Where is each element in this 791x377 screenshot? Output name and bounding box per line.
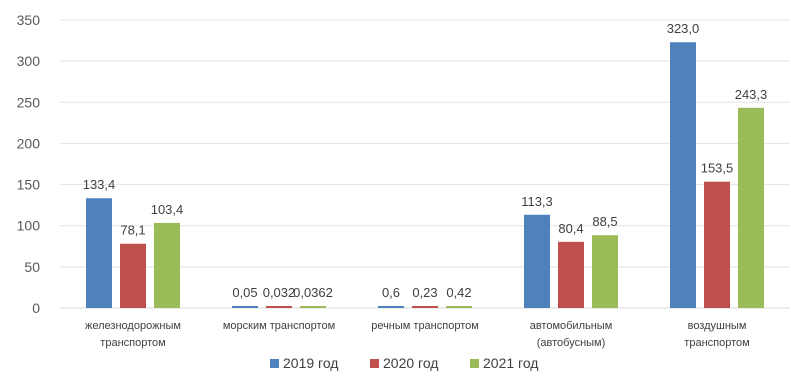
bar xyxy=(86,198,112,308)
data-label: 80,4 xyxy=(558,221,583,236)
bar xyxy=(592,235,618,308)
y-tick-label: 200 xyxy=(17,135,41,151)
bar xyxy=(558,241,584,308)
legend-label: 2019 год xyxy=(283,355,338,371)
legend-swatch xyxy=(370,359,379,368)
data-label: 323,0 xyxy=(667,21,700,36)
legend-swatch xyxy=(470,359,479,368)
y-tick-label: 250 xyxy=(17,94,41,110)
bar xyxy=(120,243,146,308)
data-label: 0,23 xyxy=(412,285,437,300)
bars xyxy=(86,42,764,309)
y-tick-label: 0 xyxy=(32,300,40,316)
x-category-label: железнодорожным xyxy=(85,320,181,332)
data-label: 0,0362 xyxy=(293,285,333,300)
legend: 2019 год 2020 год 2021 год xyxy=(270,355,538,371)
data-label: 0,05 xyxy=(232,285,257,300)
legend-label: 2021 год xyxy=(483,355,538,371)
y-tick-label: 100 xyxy=(17,218,41,234)
bar xyxy=(232,306,258,308)
bar xyxy=(704,181,730,308)
y-tick-label: 150 xyxy=(17,177,41,193)
x-axis-labels: железнодорожным транспортом морским трансп… xyxy=(85,320,750,349)
gridlines xyxy=(60,19,790,309)
data-label: 78,1 xyxy=(120,223,145,238)
bar xyxy=(412,306,438,308)
legend-label: 2020 год xyxy=(383,355,438,371)
bar xyxy=(524,214,550,308)
x-category-label: (автобусным) xyxy=(537,337,606,349)
bar xyxy=(266,306,292,308)
data-label: 153,5 xyxy=(701,161,734,176)
x-category-label: транспортом xyxy=(100,337,165,349)
bar xyxy=(300,306,326,308)
data-labels: 133,4 0,05 0,6 113,3 323,0 78,1 0,032 0,23 80,4 1… xyxy=(83,21,768,300)
data-label: 0,42 xyxy=(446,285,471,300)
data-label: 0,032 xyxy=(263,285,296,300)
x-category-label: речным транспортом xyxy=(371,320,479,332)
data-label: 0,6 xyxy=(382,285,400,300)
bar xyxy=(738,107,764,308)
data-label: 103,4 xyxy=(151,202,184,217)
data-label: 133,4 xyxy=(83,177,116,192)
y-axis-ticks: 0 50 100 150 200 250 300 350 xyxy=(17,12,41,316)
x-category-label: морским транспортом xyxy=(223,320,335,332)
data-label: 243,3 xyxy=(735,87,768,102)
data-label: 113,3 xyxy=(521,194,553,209)
data-label: 88,5 xyxy=(592,214,617,229)
bar xyxy=(446,306,472,308)
x-category-label: транспортом xyxy=(684,337,749,349)
x-category-label: автомобильным xyxy=(530,320,613,332)
y-tick-label: 50 xyxy=(24,259,40,275)
bar xyxy=(670,42,696,309)
y-tick-label: 350 xyxy=(17,12,41,28)
bar xyxy=(378,306,404,308)
bar xyxy=(154,222,180,308)
x-category-label: воздушным xyxy=(688,320,747,332)
y-tick-label: 300 xyxy=(17,53,41,69)
legend-swatch xyxy=(270,359,279,368)
